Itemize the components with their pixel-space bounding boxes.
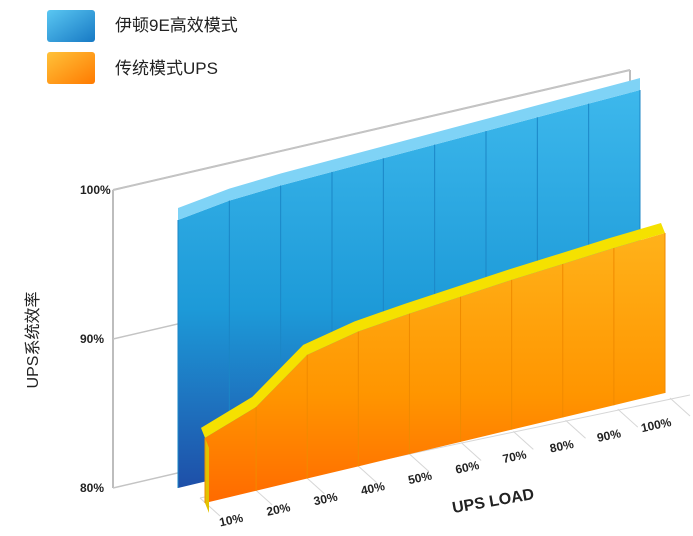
floor-line <box>304 475 325 495</box>
floor-line <box>356 464 378 484</box>
x-tick-label: 20% <box>265 500 292 519</box>
y-tick-label: 80% <box>80 481 104 495</box>
legend-label-orange: 传统模式UPS <box>115 59 218 78</box>
y-axis-title: UPS系统效率 <box>24 292 42 389</box>
orange-top-ribbon <box>201 223 665 438</box>
legend-swatch-blue <box>47 10 95 42</box>
x-tick-label: 50% <box>407 468 434 487</box>
y-tick-labels: 100% 90% 80% <box>80 183 111 495</box>
x-tick-label: 100% <box>640 415 673 435</box>
legend-swatch-orange <box>47 52 95 84</box>
blue-top-ribbon <box>178 78 640 220</box>
legend-item-orange: 传统模式UPS <box>47 52 218 84</box>
floor-line <box>460 442 482 461</box>
series-orange <box>201 223 666 513</box>
grid-line <box>112 69 631 191</box>
floor-line <box>199 497 221 517</box>
x-tick-label: 40% <box>360 479 387 498</box>
x-tick-label: 70% <box>501 447 528 466</box>
legend-label-blue: 伊顿9E高效模式 <box>115 16 238 35</box>
x-tick-label: 60% <box>454 458 481 477</box>
x-axis-title: UPS LOAD <box>451 486 535 517</box>
legend-item-blue: 伊顿9E高效模式 <box>47 10 238 42</box>
orange-area <box>205 233 665 503</box>
y-tick-label: 90% <box>80 332 104 346</box>
y-tick-label: 100% <box>80 183 111 197</box>
x-tick-label: 30% <box>312 490 339 509</box>
orange-side <box>205 437 209 513</box>
x-tick-label: 10% <box>218 511 245 530</box>
x-tick-label: 80% <box>549 437 576 456</box>
floor-line <box>565 419 586 439</box>
x-tick-label: 90% <box>596 426 623 445</box>
floor-line <box>669 397 691 417</box>
floor-line <box>408 453 430 472</box>
x-tick-labels: 10% 20% 30% 40% 50% 60% 70% 80% 90% 100% <box>218 415 673 529</box>
floor-line <box>617 408 639 428</box>
floor-line <box>512 430 534 450</box>
legend: 伊顿9E高效模式 传统模式UPS <box>47 10 238 84</box>
